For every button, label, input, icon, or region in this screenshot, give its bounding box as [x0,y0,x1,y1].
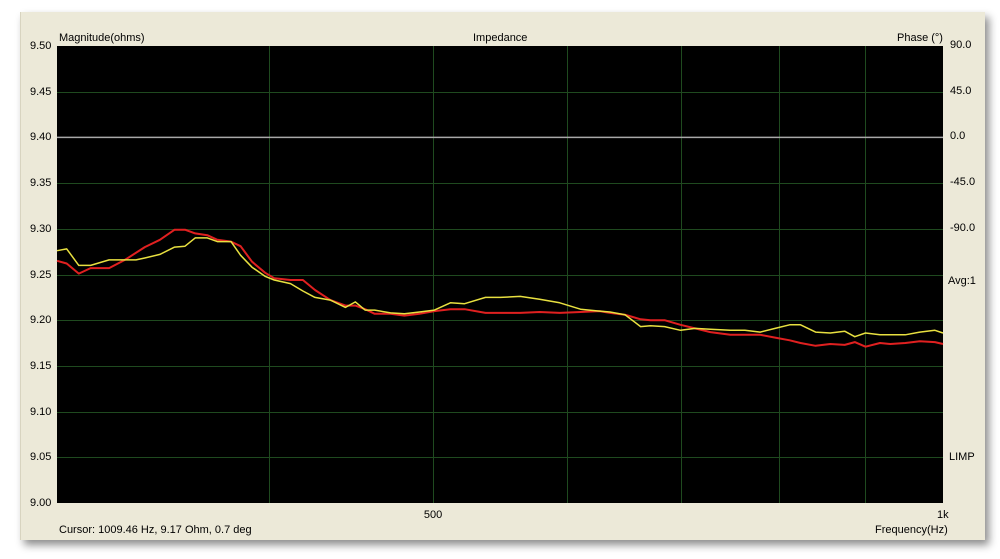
y-tick-label: 9.05 [30,450,52,463]
y-tick-label: 9.35 [30,176,52,189]
y2-tick-label: -45.0 [950,176,976,189]
cursor-readout: Cursor: 1009.46 Hz, 9.17 Ohm, 0.7 deg [59,524,252,536]
limp-label: LIMP [949,452,975,463]
y-tick-label: 9.20 [30,313,52,326]
magnitude-series-line-1 [56,228,944,348]
y-tick-label: 9.00 [30,496,52,509]
y-tick-label: 9.45 [30,85,52,98]
y-tick-label: 9.50 [30,39,52,52]
y-tick-label: 9.25 [30,268,52,281]
y-tick-label: 9.15 [30,359,52,372]
y-axis-label: Magnitude(ohms) [59,32,145,44]
y2-tick-label: 45.0 [950,84,972,97]
plot-area[interactable] [57,46,943,503]
y-tick-label: 9.30 [30,222,52,235]
y2-tick-label: 0.0 [950,130,966,143]
x-tick-label: 500 [423,509,443,521]
y-tick-label: 9.40 [30,130,52,143]
magnitude-series-line-2 [56,237,944,338]
chart-title: Impedance [473,32,528,44]
x-axis-label: Frequency(Hz) [875,524,948,536]
y-tick-label: 9.10 [30,405,52,418]
y2-axis-label: Phase (°) [897,32,943,44]
avg-label: Avg:1 [948,275,976,287]
y2-tick-label: -90.0 [950,221,976,234]
series-lines [56,136,944,348]
x-tick-label: 1k [937,509,949,521]
y2-tick-label: 90.0 [950,39,972,51]
